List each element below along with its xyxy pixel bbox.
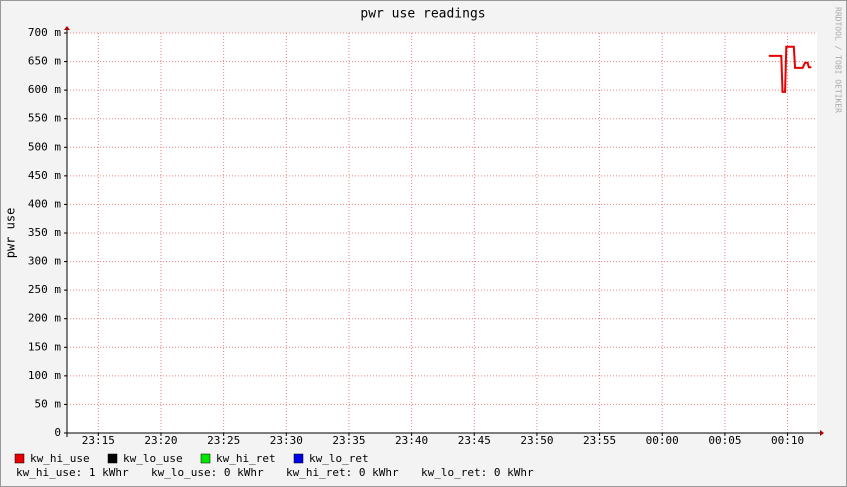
x-tick-label: 23:40 <box>395 434 428 447</box>
y-tick-label: 300 m <box>28 255 61 268</box>
x-tick-label: 23:55 <box>583 434 616 447</box>
legend-swatch <box>200 453 211 464</box>
y-tick-label: 150 m <box>28 340 61 353</box>
y-tick-label: 600 m <box>28 83 61 96</box>
y-tick-label: 200 m <box>28 312 61 325</box>
legend-label: kw_hi_use <box>30 452 90 465</box>
y-tick-label: 550 m <box>28 112 61 125</box>
y-tick-label: 100 m <box>28 369 61 382</box>
legend-label: kw_lo_ret <box>309 452 369 465</box>
legend-label: kw_lo_use <box>123 452 183 465</box>
x-tick-label: 23:15 <box>82 434 115 447</box>
y-tick-label: 50 m <box>35 397 62 410</box>
y-tick-label: 650 m <box>28 55 61 68</box>
y-axis-label: pwr use <box>4 208 18 259</box>
x-arrow <box>820 430 824 436</box>
y-tick-label: 0 <box>54 426 61 439</box>
legend-swatch <box>14 453 25 464</box>
x-tick-label: 00:00 <box>646 434 679 447</box>
y-tick-label: 450 m <box>28 169 61 182</box>
y-tick-label: 500 m <box>28 140 61 153</box>
x-tick-label: 23:30 <box>270 434 303 447</box>
x-tick-label: 23:35 <box>332 434 365 447</box>
y-arrow <box>64 26 70 30</box>
summary-text: kw_hi_use: 1 kWhr <box>16 466 129 479</box>
watermark: RRDTOOL / TOBI OETIKER <box>834 7 843 113</box>
legend-label: kw_hi_ret <box>216 452 276 465</box>
data-line <box>768 45 812 93</box>
x-tick-label: 00:10 <box>771 434 804 447</box>
chart-title: pwr use readings <box>360 7 485 22</box>
summary-text: kw_hi_ret: 0 kWhr <box>286 466 399 479</box>
x-tick-label: 00:05 <box>708 434 741 447</box>
grid <box>67 32 817 433</box>
y-tick-label: 350 m <box>28 226 61 239</box>
summary-text: kw_lo_ret: 0 kWhr <box>421 466 534 479</box>
y-tick-label: 400 m <box>28 197 61 210</box>
summary-text: kw_lo_use: 0 kWhr <box>151 466 264 479</box>
legend-swatch <box>107 453 118 464</box>
x-tick-label: 23:25 <box>207 434 240 447</box>
x-tick-label: 23:50 <box>520 434 553 447</box>
y-tick-label: 250 m <box>28 283 61 296</box>
legend-swatch <box>293 453 304 464</box>
x-tick-label: 23:45 <box>458 434 491 447</box>
x-tick-label: 23:20 <box>144 434 177 447</box>
y-tick-label: 700 m <box>28 26 61 39</box>
